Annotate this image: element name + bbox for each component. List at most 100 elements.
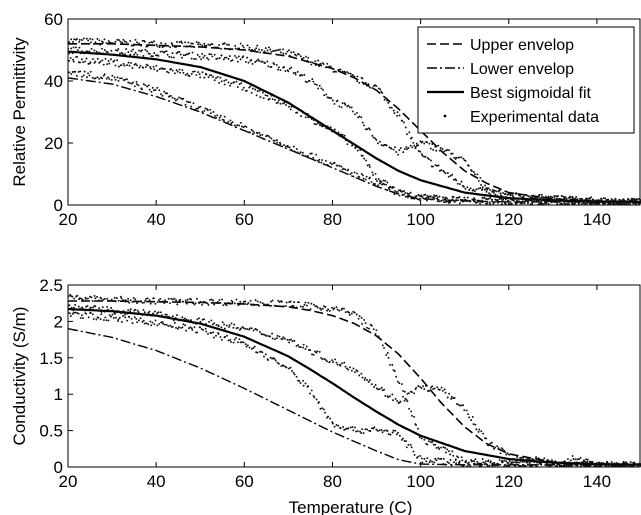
data-point bbox=[622, 198, 625, 201]
data-point bbox=[304, 348, 307, 350]
data-point bbox=[453, 396, 456, 399]
data-point bbox=[106, 51, 109, 54]
data-point bbox=[146, 64, 149, 67]
data-point bbox=[112, 300, 114, 302]
data-point bbox=[356, 430, 359, 432]
data-point bbox=[481, 458, 484, 460]
data-point bbox=[518, 464, 521, 467]
data-point bbox=[203, 42, 206, 45]
data-point bbox=[231, 59, 234, 62]
y-tick-label: 1.5 bbox=[39, 349, 63, 368]
data-point bbox=[556, 463, 559, 466]
data-point bbox=[578, 458, 581, 461]
data-point bbox=[571, 464, 574, 466]
data-point bbox=[94, 305, 97, 308]
data-point bbox=[237, 55, 240, 58]
data-point bbox=[385, 183, 387, 186]
data-point bbox=[393, 112, 396, 115]
data-point bbox=[166, 315, 169, 318]
data-point bbox=[323, 305, 325, 308]
data-point bbox=[604, 465, 607, 467]
data-point bbox=[391, 431, 394, 434]
data-point bbox=[586, 460, 589, 463]
data-point bbox=[242, 46, 245, 49]
data-point bbox=[387, 187, 390, 189]
data-point bbox=[551, 459, 553, 461]
data-point bbox=[399, 190, 402, 192]
data-point bbox=[298, 380, 301, 383]
data-point bbox=[444, 446, 446, 449]
data-point bbox=[368, 379, 371, 382]
data-point bbox=[533, 461, 536, 464]
data-point bbox=[176, 98, 179, 101]
data-point bbox=[572, 458, 575, 460]
data-point bbox=[112, 316, 115, 319]
data-point bbox=[408, 131, 411, 134]
data-point bbox=[405, 446, 408, 449]
x-tick-label: 80 bbox=[323, 210, 342, 229]
data-point bbox=[188, 327, 190, 330]
data-point bbox=[211, 55, 214, 58]
data-point bbox=[585, 465, 588, 467]
data-point bbox=[353, 311, 356, 314]
data-point bbox=[261, 60, 264, 63]
data-point bbox=[90, 296, 93, 299]
data-point bbox=[131, 301, 134, 303]
data-point bbox=[365, 159, 368, 162]
data-point bbox=[372, 328, 375, 331]
data-point bbox=[524, 200, 527, 203]
data-point bbox=[520, 460, 522, 462]
data-point bbox=[455, 156, 458, 159]
data-point bbox=[524, 464, 527, 467]
data-point bbox=[126, 64, 129, 67]
data-point bbox=[392, 109, 395, 112]
legend-entry: Upper envelop bbox=[470, 37, 574, 54]
data-point bbox=[275, 49, 278, 52]
data-point bbox=[520, 465, 523, 467]
data-point bbox=[361, 376, 364, 379]
data-point bbox=[82, 52, 85, 55]
data-point bbox=[199, 326, 202, 329]
data-point bbox=[343, 134, 346, 137]
data-point bbox=[261, 91, 264, 94]
data-point bbox=[514, 458, 517, 461]
data-point bbox=[127, 42, 129, 45]
data-point bbox=[422, 385, 424, 388]
data-point bbox=[171, 69, 174, 72]
data-point bbox=[226, 43, 228, 46]
data-point bbox=[496, 464, 499, 467]
data-point bbox=[293, 301, 296, 304]
data-point bbox=[120, 77, 123, 80]
data-point bbox=[486, 198, 489, 201]
data-point bbox=[451, 198, 454, 201]
data-point bbox=[600, 462, 603, 464]
data-point bbox=[535, 456, 538, 459]
data-point bbox=[488, 444, 490, 447]
data-point bbox=[388, 188, 391, 191]
data-point bbox=[293, 150, 296, 153]
data-point bbox=[370, 427, 373, 430]
data-point bbox=[220, 326, 223, 329]
data-point bbox=[279, 102, 282, 105]
data-point bbox=[401, 190, 404, 193]
data-point bbox=[184, 299, 187, 302]
experimental-data-points bbox=[68, 37, 641, 205]
data-point bbox=[501, 448, 504, 451]
data-point bbox=[240, 125, 243, 128]
data-point bbox=[303, 112, 306, 114]
data-point bbox=[219, 336, 222, 338]
data-point bbox=[160, 93, 162, 96]
data-point bbox=[398, 149, 401, 152]
data-point bbox=[212, 331, 215, 334]
data-point bbox=[358, 315, 361, 318]
data-point bbox=[268, 136, 271, 139]
data-point bbox=[473, 462, 476, 465]
data-point bbox=[495, 464, 498, 467]
data-point bbox=[241, 88, 244, 91]
data-point bbox=[256, 300, 259, 303]
data-point bbox=[335, 306, 338, 309]
data-point bbox=[244, 125, 247, 128]
data-point bbox=[170, 56, 173, 59]
data-point bbox=[271, 337, 274, 340]
data-point bbox=[261, 133, 264, 136]
